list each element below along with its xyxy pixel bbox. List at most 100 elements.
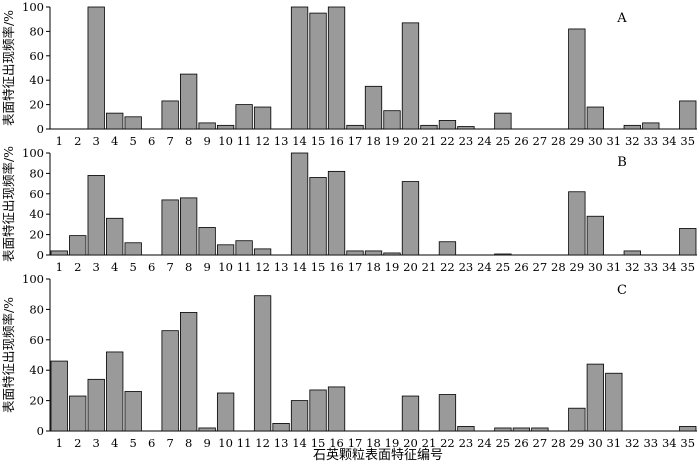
x-tick-label: 23 (459, 436, 474, 450)
y-tick-label: 0 (37, 424, 44, 438)
bar-b-10 (216, 244, 235, 256)
bar-c-15 (309, 389, 327, 432)
x-tick-label: 8 (185, 436, 192, 450)
x-tick-label: 7 (166, 134, 173, 148)
bar-c-27 (531, 427, 549, 432)
x-tick-label: 13 (274, 436, 289, 450)
y-tick-label: 40 (29, 207, 44, 221)
bar-c-8 (179, 312, 198, 432)
x-tick-label: 24 (477, 260, 492, 274)
bar-c-3 (87, 378, 105, 432)
bar-a-9 (198, 122, 216, 130)
bar-a-32 (623, 124, 641, 130)
x-tick-label: 8 (185, 134, 192, 148)
x-tick-label: 21 (422, 134, 437, 148)
x-tick-label: 11 (237, 436, 252, 450)
y-tick-label: 20 (29, 228, 44, 242)
panel-tag: A (616, 11, 627, 26)
x-tick-label: 32 (625, 260, 640, 274)
x-tick-label: 35 (680, 134, 695, 148)
bar-b-30 (586, 215, 604, 256)
bar-a-20 (401, 22, 420, 130)
x-tick-label: 30 (588, 436, 603, 450)
x-tick-label: 8 (185, 260, 192, 274)
x-tick-label: 31 (606, 260, 621, 274)
x-tick-label: 14 (292, 134, 307, 148)
bar-b-3 (87, 175, 105, 256)
x-tick-label: 10 (218, 134, 233, 148)
y-tick-label: 80 (29, 166, 44, 180)
bar-c-1 (50, 360, 68, 432)
y-tick-label: 20 (29, 98, 44, 112)
bar-b-2 (69, 235, 87, 256)
x-tick-label: 5 (130, 260, 137, 274)
bar-c-30 (586, 363, 604, 432)
bar-a-10 (216, 124, 235, 130)
x-tick-label: 18 (366, 134, 381, 148)
x-tick-label: 12 (255, 260, 270, 274)
y-tick-label: 40 (29, 73, 44, 87)
x-tick-label: 18 (366, 436, 381, 450)
x-tick-label: 23 (459, 134, 474, 148)
bar-b-16 (327, 170, 346, 256)
bar-b-20 (401, 181, 420, 256)
x-tick-label: 2 (74, 436, 81, 450)
x-tick-label: 33 (643, 134, 658, 148)
x-tick-label: 26 (514, 134, 529, 148)
bar-b-32 (623, 250, 641, 256)
x-tick-label: 30 (588, 260, 603, 274)
x-tick-label: 4 (111, 436, 118, 450)
y-tick-label: 40 (29, 363, 44, 377)
bar-a-22 (438, 120, 457, 130)
x-tick-label: 22 (440, 436, 455, 450)
x-tick-label: 11 (237, 260, 252, 274)
bar-b-4 (106, 217, 124, 256)
bar-b-17 (346, 250, 364, 256)
x-tick-label: 10 (218, 436, 233, 450)
x-tick-label: 31 (606, 134, 621, 148)
bar-b-29 (568, 191, 586, 256)
x-tick-label: 20 (403, 260, 418, 274)
bar-b-19 (383, 252, 401, 256)
y-axis-title: 表面特征出现频率/% (1, 146, 16, 262)
bar-b-22 (438, 241, 457, 256)
x-tick-label: 19 (385, 260, 400, 274)
x-tick-label: 24 (477, 134, 492, 148)
bar-c-26 (512, 427, 531, 432)
x-tick-label: 19 (385, 436, 400, 450)
x-tick-label: 25 (496, 260, 511, 274)
bar-a-5 (124, 116, 142, 130)
bar-b-25 (494, 253, 512, 256)
x-tick-label: 32 (625, 134, 640, 148)
x-tick-label: 20 (403, 436, 418, 450)
bar-c-22 (438, 394, 457, 432)
bar-a-12 (253, 106, 272, 130)
x-tick-label: 28 (551, 436, 566, 450)
bar-c-14 (290, 400, 309, 432)
y-axis-title: 表面特征出现频率/% (1, 297, 16, 413)
x-tick-label: 10 (218, 260, 233, 274)
x-tick-label: 22 (440, 134, 455, 148)
bar-a-25 (494, 112, 512, 130)
y-tick-label: 60 (29, 333, 44, 347)
x-tick-label: 26 (514, 436, 529, 450)
x-tick-label: 2 (74, 260, 81, 274)
bar-b-7 (161, 199, 179, 256)
bar-b-1 (50, 250, 68, 256)
bar-c-20 (401, 395, 420, 432)
x-tick-label: 33 (643, 260, 658, 274)
bar-c-2 (69, 395, 87, 432)
x-tick-label: 9 (203, 436, 210, 450)
y-tick-label: 100 (22, 146, 44, 160)
x-tick-label: 27 (533, 134, 548, 148)
bar-c-10 (216, 392, 235, 432)
x-tick-label: 34 (662, 134, 677, 148)
bar-b-9 (198, 227, 216, 256)
x-tick-label: 25 (496, 436, 511, 450)
x-tick-label: 6 (148, 134, 155, 148)
bar-c-13 (272, 422, 290, 432)
x-tick-label: 22 (440, 260, 455, 274)
bar-a-11 (235, 104, 253, 130)
